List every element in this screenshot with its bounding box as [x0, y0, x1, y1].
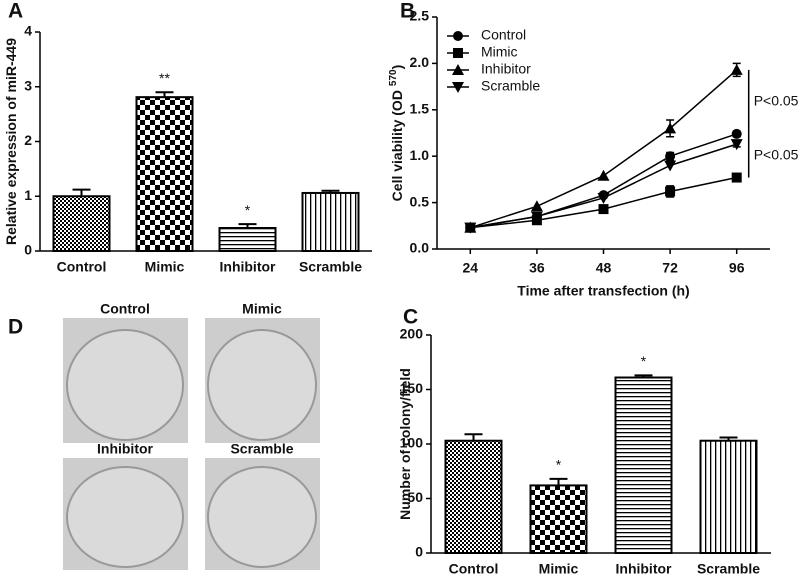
x-tick-label: 96	[729, 260, 745, 276]
x-tick-label: Inhibitor	[220, 259, 277, 275]
marker	[731, 128, 742, 139]
marker	[730, 139, 743, 151]
error-bar	[321, 189, 340, 193]
x-tick-label: Mimic	[539, 561, 579, 577]
photo-label: Scramble	[230, 441, 293, 457]
y-axis-label-sub: 570	[388, 69, 399, 86]
p-value-label: P<0.05	[754, 146, 799, 162]
marker	[731, 172, 742, 183]
photo-label: Control	[100, 301, 150, 317]
marker	[453, 31, 463, 41]
marker	[664, 122, 677, 134]
legend-label: Inhibitor	[481, 61, 531, 77]
y-tick-label: 150	[400, 380, 424, 396]
p-value-label: P<0.05	[754, 93, 799, 109]
significance-label: *	[641, 353, 647, 369]
marker	[665, 151, 676, 162]
x-tick-label: 72	[662, 260, 678, 276]
bar	[614, 376, 673, 555]
panel-label: D	[8, 316, 23, 339]
bar	[699, 439, 758, 555]
x-tick-label: Inhibitor	[616, 561, 673, 577]
marker	[730, 63, 743, 75]
colony-photos	[63, 318, 320, 570]
y-tick-label: 100	[400, 435, 424, 451]
y-axis-label: Number of colony/field	[397, 368, 413, 520]
y-axis-label-text: Cell viability (OD	[389, 90, 405, 201]
y-tick-label: 50	[407, 489, 423, 505]
bar	[52, 195, 111, 252]
y-tick-label: 2	[24, 132, 32, 148]
photo-well	[207, 466, 317, 568]
y-tick-label: 0	[415, 544, 423, 560]
photo-label: Mimic	[242, 301, 282, 317]
y-axis-label-text: Relative expression of miR-449	[3, 38, 19, 245]
x-tick-label: Scramble	[697, 561, 760, 577]
y-tick-label: 1.5	[410, 101, 430, 117]
marker	[530, 200, 543, 212]
significance-label: *	[556, 457, 562, 473]
significance-label: *	[245, 202, 251, 218]
legend-label: Mimic	[481, 44, 518, 60]
y-tick-label: 1.0	[410, 147, 430, 163]
photo-label: Inhibitor	[97, 441, 154, 457]
x-axis-label: Time after transfection (h)	[517, 283, 689, 299]
error-bar	[238, 223, 257, 229]
y-tick-label: 2.5	[410, 8, 430, 24]
marker	[453, 48, 463, 58]
x-tick-label: 48	[596, 260, 612, 276]
panel-label: C	[403, 306, 418, 329]
y-tick-label: 2.0	[410, 54, 430, 70]
x-tick-label: Control	[57, 259, 107, 275]
panel-label: A	[8, 0, 23, 23]
y-axis-label: Cell viability (OD 570)	[388, 65, 405, 202]
x-tick-label: 36	[529, 260, 545, 276]
y-axis-label-text: Number of colony/field	[397, 368, 413, 520]
x-tick-label: 24	[463, 260, 479, 276]
y-tick-label: 0	[24, 242, 32, 258]
photo-well	[66, 466, 184, 568]
error-bar	[719, 436, 738, 441]
marker	[452, 64, 464, 75]
x-tick-label: Control	[449, 561, 499, 577]
y-tick-label: 0.5	[410, 193, 430, 209]
marker	[597, 169, 610, 181]
legend-label: Control	[481, 27, 526, 43]
y-tick-label: 4	[24, 23, 32, 39]
marker	[664, 160, 677, 172]
bar	[218, 227, 277, 253]
y-axis-label-end: )	[389, 65, 405, 70]
marker	[597, 192, 610, 204]
y-axis-label: Relative expression of miR-449	[3, 38, 19, 245]
bar	[135, 96, 194, 252]
x-tick-label: Scramble	[299, 259, 362, 275]
significance-label: **	[159, 70, 170, 86]
marker	[464, 222, 477, 234]
error-bar	[549, 477, 568, 486]
photo-well	[207, 329, 317, 441]
y-tick-label: 0.0	[410, 240, 430, 256]
bar	[529, 484, 588, 555]
error-bar	[634, 374, 653, 378]
y-tick-label: 1	[24, 187, 32, 203]
panel-label: B	[400, 0, 415, 23]
bar	[301, 191, 360, 252]
error-bar	[155, 91, 174, 98]
marker	[530, 211, 543, 223]
bar	[444, 439, 503, 555]
x-tick-label: Mimic	[145, 259, 185, 275]
marker	[598, 204, 609, 215]
y-tick-label: 3	[24, 77, 32, 93]
legend-label: Scramble	[481, 78, 540, 94]
error-bar	[464, 433, 483, 441]
y-tick-label: 200	[400, 326, 424, 342]
marker	[665, 186, 676, 197]
marker	[452, 82, 464, 93]
photo-well	[66, 329, 184, 441]
error-bar	[72, 188, 91, 197]
